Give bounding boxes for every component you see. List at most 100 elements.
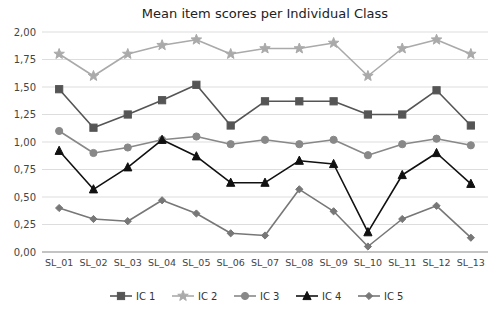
plot-area [54,34,476,250]
data-point [466,49,476,59]
data-point [261,178,269,186]
data-point [399,141,406,148]
legend: IC 1 IC 2 IC 3 IC 4 IC 5 [110,291,403,302]
title: Mean item scores per Individual Class [142,6,388,21]
y-tick-label: 2,00 [14,27,36,38]
data-point [54,49,64,59]
data-point [363,71,373,81]
x-tick-label: SL_12 [422,257,450,268]
y-tick-label: 0,00 [14,247,36,258]
data-point [328,38,338,48]
legend-item: IC 2 [172,291,217,302]
x-tick-label: SL_08 [285,257,313,268]
data-point [158,135,166,143]
data-point [90,124,97,131]
grid-line [42,197,488,198]
data-point [433,135,440,142]
data-point [55,146,63,154]
data-point [433,87,440,94]
series-line [59,40,471,76]
y-tick-label: 1,00 [14,137,36,148]
legend-marker [178,291,188,301]
data-point [227,141,234,148]
legend-marker [303,291,311,299]
x-tick-label: SL_11 [388,257,416,268]
data-point [432,148,440,156]
grid-line [42,169,488,170]
data-point [261,232,268,239]
x-tick-label: SL_06 [217,257,245,268]
series [56,186,475,250]
legend-label: IC 5 [384,291,403,302]
grid-line [42,87,488,88]
data-point [227,122,234,129]
data-point [157,40,167,50]
data-point [124,111,131,118]
legend-item: IC 3 [234,291,279,302]
data-point [330,136,337,143]
grid-line [42,114,488,115]
series-line [59,189,471,246]
legend-item: IC 5 [358,291,403,302]
data-point [227,178,235,186]
data-point [467,122,474,129]
data-point [192,152,200,160]
data-point [296,98,303,105]
data-point [364,152,371,159]
data-point [123,49,133,59]
data-point [193,133,200,140]
data-point [364,243,371,250]
data-point [330,159,338,167]
data-point [431,34,441,44]
y-tick-label: 0,50 [14,192,36,203]
y-tick-label: 0,25 [14,219,36,230]
legend-marker [365,292,372,299]
data-point [296,186,303,193]
data-point [193,81,200,88]
grid-line [42,252,488,253]
x-tick-label: SL_04 [148,257,176,268]
data-point [193,210,200,217]
data-point [89,185,97,193]
series-line [59,85,471,128]
x-tick-label: SL_03 [114,257,142,268]
data-point [296,141,303,148]
data-point [399,111,406,118]
y-tick-label: 1,50 [14,82,36,93]
series-line [59,140,471,232]
data-point [227,230,234,237]
data-point [364,228,372,236]
x-tick-label: SL_09 [320,257,348,268]
data-point [90,149,97,156]
data-point [330,208,337,215]
data-point [88,71,98,81]
y-axis: 0,000,250,500,751,001,251,501,752,00 [14,27,488,258]
legend-item: IC 1 [110,291,155,302]
series-line [59,131,471,155]
legend-label: IC 4 [322,291,341,302]
data-point [124,144,131,151]
x-tick-label: SL_13 [457,257,485,268]
legend-marker [241,292,248,299]
data-point [467,234,474,241]
data-point [260,43,270,53]
data-point [56,86,63,93]
x-tick-label: SL_01 [45,257,73,268]
legend-item: IC 4 [296,291,341,302]
data-point [158,136,165,143]
data-point [295,156,303,164]
data-point [261,136,268,143]
data-point [399,215,406,222]
data-point [158,197,165,204]
data-point [56,127,63,134]
chart: Mean item scores per Individual Class 0,0… [0,0,500,320]
grid-line [42,32,488,33]
data-point [397,43,407,53]
data-point [90,215,97,222]
x-tick-label: SL_02 [79,257,107,268]
legend-label: IC 3 [260,291,279,302]
x-tick-label: SL_10 [354,257,382,268]
legend-label: IC 1 [136,291,155,302]
data-point [56,204,63,211]
data-point [467,142,474,149]
